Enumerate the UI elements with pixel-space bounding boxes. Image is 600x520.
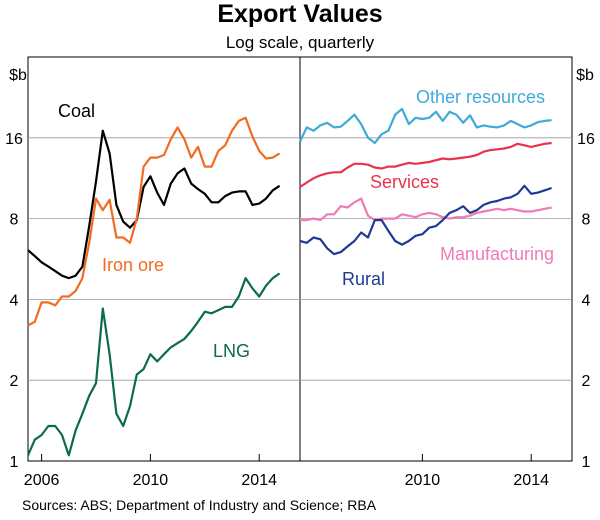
y-tick-label-left: 2 bbox=[10, 373, 19, 390]
series-line-rural bbox=[299, 184, 552, 256]
y-tick-label-right: 16 bbox=[577, 131, 595, 148]
y-tick-label-right: 8 bbox=[582, 212, 591, 229]
series-label-coal: Coal bbox=[58, 101, 95, 121]
x-tick-label: 2006 bbox=[24, 472, 60, 489]
y-tick-label-left: 4 bbox=[10, 292, 19, 309]
chart-title: Export Values bbox=[217, 0, 382, 28]
y-unit-right: $b bbox=[576, 67, 594, 84]
series-line-coal bbox=[27, 129, 281, 280]
series-line-other-resources bbox=[299, 107, 552, 145]
series-line-manufacturing bbox=[300, 197, 552, 222]
series-label-services: Services bbox=[370, 172, 439, 192]
y-unit-left: $b bbox=[9, 67, 27, 84]
series-line-services bbox=[299, 141, 552, 188]
x-tick-label: 2010 bbox=[405, 472, 441, 489]
y-tick-label-right: 1 bbox=[582, 454, 591, 471]
series-line-iron-ore bbox=[27, 116, 281, 327]
series-label-iron-ore: Iron ore bbox=[102, 255, 164, 275]
y-tick-label-right: 2 bbox=[582, 373, 591, 390]
series-label-manufacturing: Manufacturing bbox=[440, 244, 554, 264]
series-line-lng bbox=[26, 272, 281, 457]
series-label-lng: LNG bbox=[213, 341, 250, 361]
series-label-other-resources: Other resources bbox=[416, 87, 545, 107]
x-tick-label: 2014 bbox=[241, 472, 277, 489]
source-note: Sources: ABS; Department of Industry and… bbox=[22, 497, 377, 513]
y-tick-label-right: 4 bbox=[582, 292, 591, 309]
y-tick-label-left: 1 bbox=[10, 454, 19, 471]
y-tick-label-left: 8 bbox=[10, 212, 19, 229]
series-label-rural: Rural bbox=[342, 269, 385, 289]
y-tick-label-left: 16 bbox=[5, 131, 23, 148]
x-tick-label: 2014 bbox=[513, 472, 549, 489]
x-tick-label: 2010 bbox=[133, 472, 169, 489]
chart-subtitle: Log scale, quarterly bbox=[226, 33, 375, 52]
